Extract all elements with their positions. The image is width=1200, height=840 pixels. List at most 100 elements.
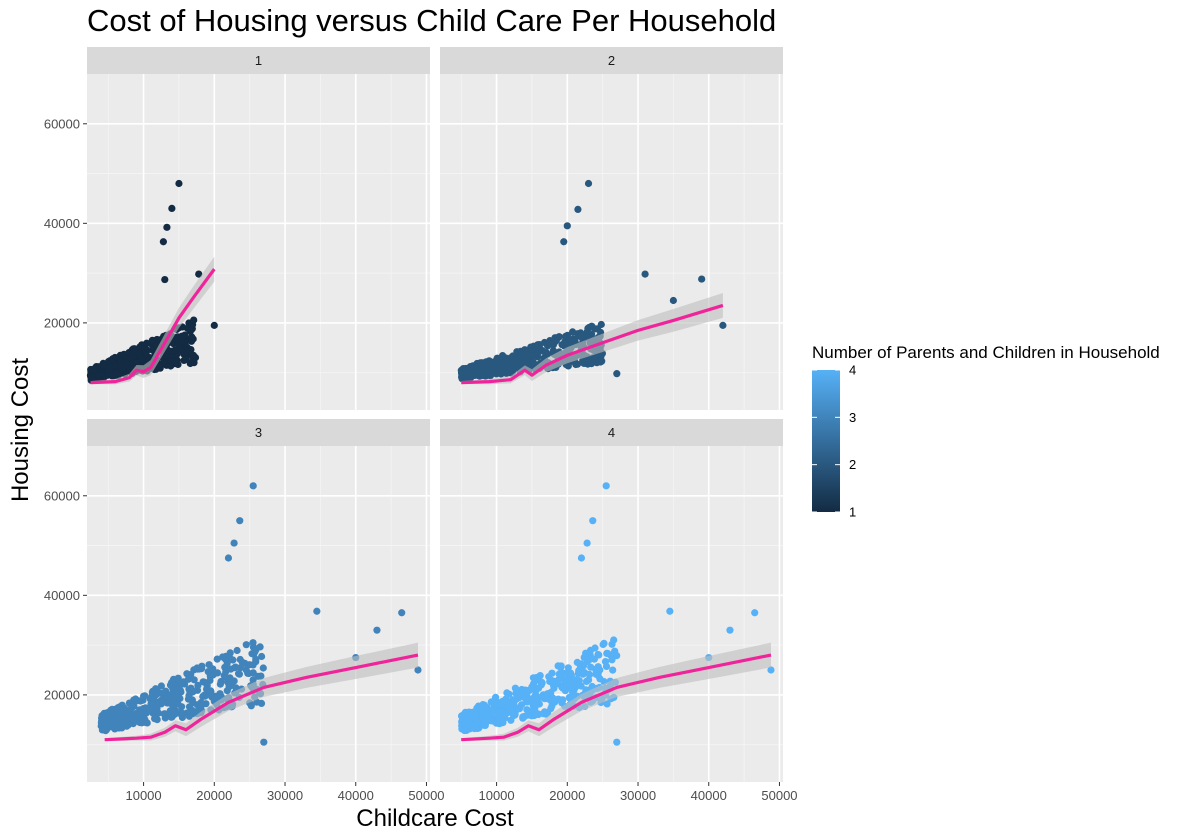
smooth-confidence-band xyxy=(104,642,418,742)
smooth-line xyxy=(461,303,724,385)
outlier-point xyxy=(175,179,183,188)
y-tick-label: 40000 xyxy=(44,588,80,603)
data-point xyxy=(178,703,186,711)
data-point xyxy=(213,655,221,663)
data-point xyxy=(162,687,170,695)
outlier-point xyxy=(666,607,674,615)
x-tick-label: 10000 xyxy=(125,788,161,803)
data-point xyxy=(516,350,524,358)
x-tick-label: 10000 xyxy=(478,788,514,803)
x-tick-label: 40000 xyxy=(338,788,374,803)
data-point xyxy=(530,352,538,360)
data-point xyxy=(127,699,135,707)
data-point xyxy=(222,667,230,676)
data-point xyxy=(242,641,250,649)
data-point xyxy=(117,358,125,366)
outlier-point xyxy=(313,607,321,615)
data-point xyxy=(572,360,580,369)
data-point xyxy=(190,316,198,324)
outlier-point xyxy=(574,205,582,213)
data-point xyxy=(519,713,527,721)
data-point xyxy=(534,341,542,349)
data-point xyxy=(601,658,610,666)
y-tick-label: 60000 xyxy=(44,488,80,503)
data-point xyxy=(458,712,466,720)
facet-panel-4: 4 10000 20000 30000 40000 50000 xyxy=(440,419,798,803)
data-point xyxy=(139,705,147,713)
data-point xyxy=(534,710,543,719)
x-tick-label: 50000 xyxy=(761,788,797,803)
data-point xyxy=(136,718,144,727)
legend-tick-label: 4 xyxy=(849,363,856,378)
data-point xyxy=(552,337,560,345)
data-point xyxy=(598,357,606,365)
data-point xyxy=(560,669,568,678)
data-point xyxy=(511,711,519,719)
data-point xyxy=(105,369,113,377)
data-point xyxy=(487,698,495,706)
data-point xyxy=(167,362,175,370)
data-point xyxy=(224,678,232,687)
data-point xyxy=(577,665,585,673)
data-point xyxy=(184,675,192,683)
data-point xyxy=(532,687,540,695)
facet-strip-label: 4 xyxy=(608,425,615,440)
data-point xyxy=(527,707,535,715)
legend-tick-label: 2 xyxy=(849,457,856,472)
data-point xyxy=(496,700,505,709)
data-point xyxy=(465,718,473,727)
data-point xyxy=(153,335,161,344)
outlier-point xyxy=(210,321,218,329)
outlier-point xyxy=(163,223,171,231)
x-tick-label: 50000 xyxy=(408,788,444,803)
data-point xyxy=(235,670,243,678)
facet-strip-label: 3 xyxy=(255,425,262,440)
outlier-point xyxy=(577,554,586,562)
data-point xyxy=(543,690,552,698)
data-point xyxy=(485,706,493,714)
outlier-point xyxy=(161,275,169,284)
legend-tick-label: 3 xyxy=(849,410,856,425)
data-point xyxy=(175,678,183,686)
data-point xyxy=(178,713,186,722)
data-point xyxy=(524,348,532,357)
data-point xyxy=(555,676,563,684)
data-point xyxy=(527,358,536,366)
data-point xyxy=(557,662,565,670)
data-point xyxy=(182,355,190,364)
data-point xyxy=(168,679,176,687)
data-point xyxy=(469,362,477,371)
data-point xyxy=(505,360,513,369)
data-point xyxy=(499,709,507,717)
data-point xyxy=(197,665,206,673)
data-point xyxy=(109,355,117,363)
data-point xyxy=(496,367,504,375)
data-point xyxy=(181,331,189,339)
legend: Number of Parents and Children in Househ… xyxy=(812,343,1160,520)
data-point xyxy=(531,676,539,684)
outlier-point xyxy=(669,296,677,305)
data-point xyxy=(166,707,174,715)
outlier-point xyxy=(195,270,203,278)
outlier-point xyxy=(767,666,775,674)
data-point xyxy=(230,677,238,685)
outlier-point xyxy=(613,738,621,746)
outlier-point xyxy=(168,204,176,212)
smooth-line xyxy=(104,653,419,742)
data-point xyxy=(193,686,202,694)
data-point xyxy=(596,666,604,674)
data-point xyxy=(569,335,577,343)
smooth-line xyxy=(90,268,216,385)
data-point xyxy=(138,355,146,363)
data-point xyxy=(252,658,260,666)
data-point xyxy=(514,688,522,696)
data-point xyxy=(595,651,603,659)
data-point xyxy=(130,345,138,353)
data-point xyxy=(511,358,519,366)
data-point xyxy=(119,366,127,374)
outlier-point xyxy=(589,517,597,525)
data-point xyxy=(145,704,154,712)
data-point xyxy=(613,652,621,660)
data-point xyxy=(176,687,185,695)
y-axis-title: Housing Cost xyxy=(7,358,34,502)
